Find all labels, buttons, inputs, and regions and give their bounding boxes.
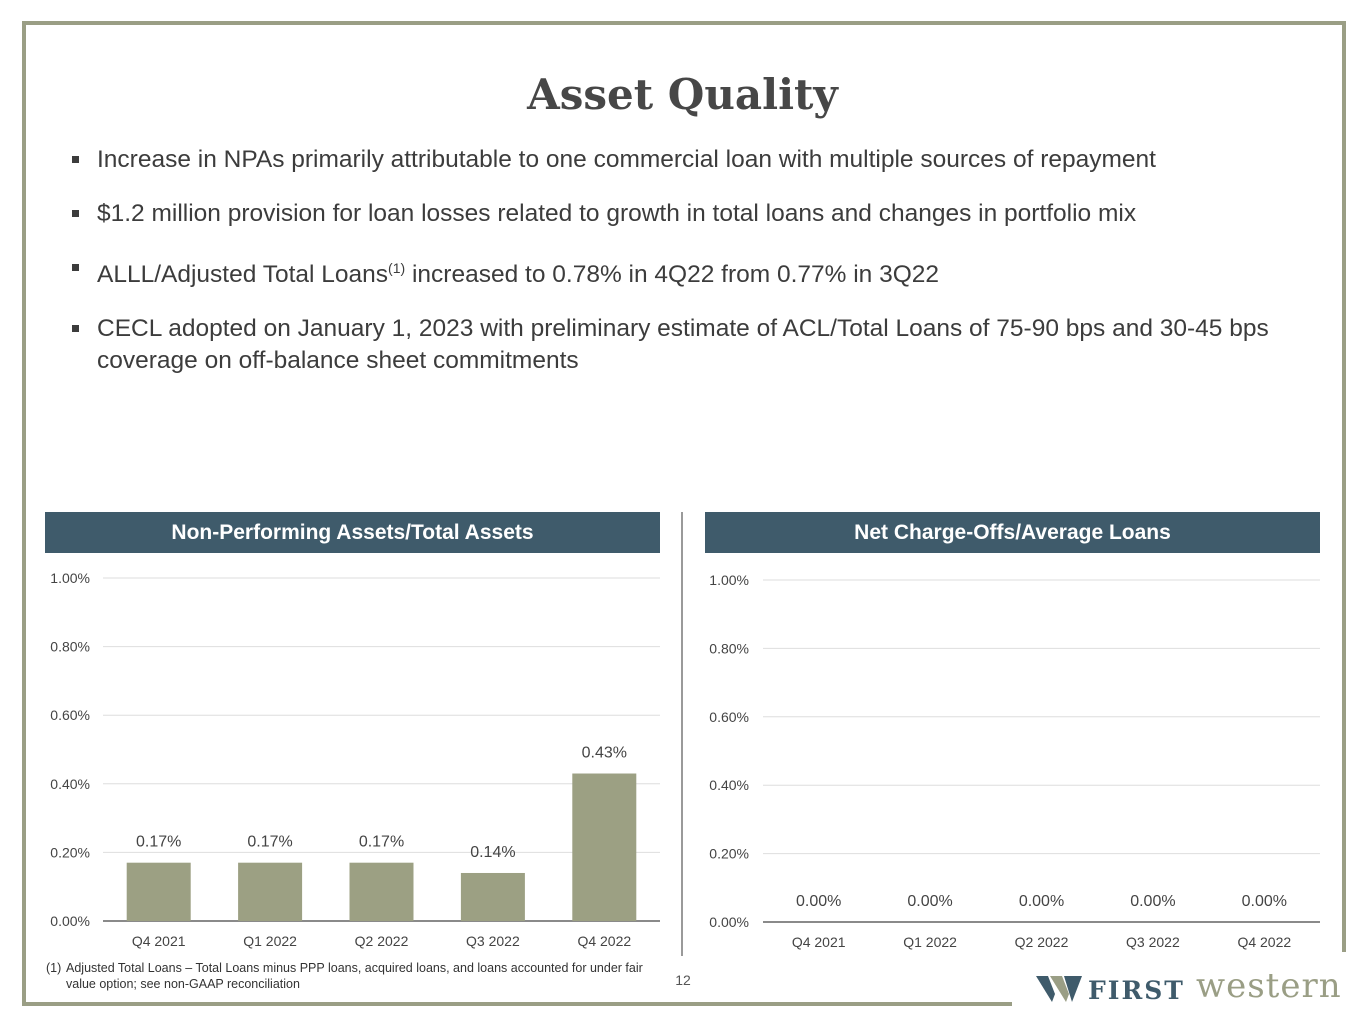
data-label: 0.17% — [359, 834, 404, 851]
footnote-text: Adjusted Total Loans – Total Loans minus… — [66, 961, 643, 991]
bullet-item: ALLL/Adjusted Total Loans(1) increased t… — [70, 252, 1310, 291]
y-tick-label: 0.80% — [709, 640, 749, 656]
bar — [238, 862, 303, 921]
data-label: 0.00% — [1130, 893, 1175, 910]
x-tick-label: Q1 2022 — [903, 934, 957, 950]
bullet-text-post: increased to 0.78% in 4Q22 from 0.77% in… — [405, 261, 940, 289]
footnote-number: (1) — [46, 961, 62, 975]
x-tick-label: Q2 2022 — [1015, 934, 1069, 950]
bullet-square-icon — [72, 264, 79, 271]
data-label: 0.00% — [1019, 893, 1064, 910]
logo-mark-icon — [1036, 976, 1082, 1002]
bullet-item: CECL adopted on January 1, 2023 with pre… — [70, 313, 1310, 377]
data-label: 0.00% — [796, 893, 841, 910]
y-tick-label: 0.80% — [50, 639, 90, 655]
bar — [126, 862, 191, 921]
bar — [460, 872, 525, 921]
y-tick-label: 0.00% — [709, 914, 749, 930]
data-label: 0.17% — [136, 834, 181, 851]
footnote: (1) Adjusted Total Loans – Total Loans m… — [46, 960, 666, 992]
bar — [572, 773, 637, 921]
page-title: Asset Quality — [527, 70, 838, 119]
company-logo: FIRST western — [1036, 966, 1346, 1010]
data-label: 0.00% — [1242, 893, 1287, 910]
y-tick-label: 1.00% — [50, 570, 90, 586]
data-label: 0.14% — [470, 844, 515, 861]
y-tick-label: 0.60% — [709, 709, 749, 725]
footnote-ref: (1) — [388, 260, 406, 276]
x-tick-label: Q1 2022 — [243, 933, 297, 949]
bullet-square-icon — [72, 156, 79, 163]
slide-frame — [22, 21, 1346, 1006]
bullet-list: Increase in NPAs primarily attributable … — [70, 144, 1310, 399]
data-label: 0.43% — [582, 745, 627, 762]
y-tick-label: 0.20% — [709, 846, 749, 862]
bullet-text-pre: ALLL/Adjusted Total Loans — [97, 261, 389, 289]
bullet-square-icon — [72, 325, 79, 333]
x-tick-label: Q4 2022 — [577, 933, 631, 949]
x-tick-label: Q2 2022 — [355, 933, 409, 949]
x-tick-label: Q4 2022 — [1237, 934, 1291, 950]
y-tick-label: 0.40% — [50, 776, 90, 792]
bullet-text: Increase in NPAs primarily attributable … — [97, 146, 1156, 173]
x-tick-label: Q3 2022 — [466, 933, 520, 949]
data-label: 0.17% — [247, 834, 292, 851]
panel-divider — [681, 512, 683, 956]
data-label: 0.00% — [907, 893, 952, 910]
y-tick-label: 0.40% — [709, 777, 749, 793]
bullet-item: $1.2 million provision for loan losses r… — [70, 198, 1310, 230]
bar — [349, 862, 414, 921]
bullet-item: Increase in NPAs primarily attributable … — [70, 144, 1310, 176]
y-tick-label: 0.00% — [50, 913, 90, 929]
npa-chart-header: Non-Performing Assets/Total Assets — [45, 512, 660, 553]
logo-word-western: western — [1196, 966, 1342, 1006]
bullet-square-icon — [72, 210, 79, 217]
nco-chart-header: Net Charge-Offs/Average Loans — [705, 512, 1320, 553]
y-tick-label: 1.00% — [709, 572, 749, 588]
page-number: 12 — [675, 972, 691, 988]
logo-word-first: FIRST — [1088, 976, 1185, 1005]
x-tick-label: Q4 2021 — [792, 934, 846, 950]
x-tick-label: Q3 2022 — [1126, 934, 1180, 950]
y-tick-label: 0.60% — [50, 707, 90, 723]
bullet-text: CECL adopted on January 1, 2023 with pre… — [97, 315, 1269, 375]
y-tick-label: 0.20% — [50, 844, 90, 860]
x-tick-label: Q4 2021 — [132, 933, 186, 949]
bullet-text: $1.2 million provision for loan losses r… — [97, 200, 1137, 227]
